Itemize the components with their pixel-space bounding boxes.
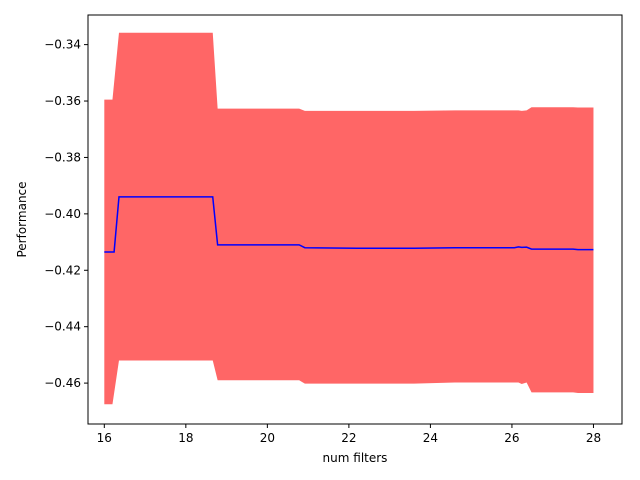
y-tick-label: −0.46 — [44, 376, 81, 390]
x-tick-label: 26 — [504, 431, 519, 445]
x-tick-label: 18 — [178, 431, 193, 445]
y-tick-label: −0.42 — [44, 263, 81, 277]
y-tick-label: −0.40 — [44, 207, 81, 221]
mean-line — [104, 196, 594, 253]
y-tick-label: −0.36 — [44, 94, 81, 108]
y-tick-label: −0.38 — [44, 150, 81, 164]
x-tick-label: 16 — [97, 431, 112, 445]
y-axis: −0.46 −0.44 −0.42 −0.40 −0.38 −0.36 −0.34 — [44, 38, 88, 390]
x-tick-label: 22 — [341, 431, 356, 445]
axes-frame — [87, 14, 623, 425]
x-axis-label: num filters — [323, 451, 388, 465]
confidence-band — [104, 32, 594, 405]
y-tick-label: −0.34 — [44, 38, 81, 52]
y-axis-label: Performance — [15, 181, 29, 257]
x-tick-label: 20 — [260, 431, 275, 445]
x-tick-label: 28 — [586, 431, 601, 445]
x-tick-label: 24 — [423, 431, 438, 445]
plot-area — [104, 32, 594, 405]
x-axis: 16 18 20 22 24 26 28 — [97, 424, 601, 445]
y-tick-label: −0.44 — [44, 320, 81, 334]
